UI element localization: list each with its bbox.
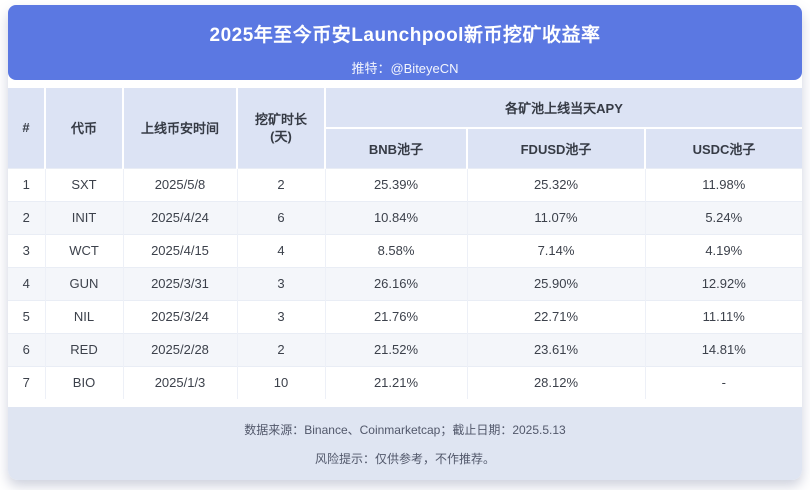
bnb-apy-cell: 8.58% bbox=[325, 233, 468, 267]
fdusd-apy-cell: 7.14% bbox=[467, 233, 646, 267]
usdc-apy-cell: 12.92% bbox=[645, 266, 803, 300]
twitter-handle: 推特：@BiteyeCN bbox=[351, 61, 459, 76]
token-cell: GUN bbox=[45, 266, 124, 300]
table-row: 2 INIT 2025/4/24 6 10.84% 11.07% 5.24% bbox=[8, 200, 803, 234]
header-bnb-pool: BNB池子 bbox=[325, 128, 468, 168]
bnb-apy-cell: 21.21% bbox=[325, 365, 468, 399]
table-header-row-2: BNB池子 FDUSD池子 USDC池子 bbox=[8, 128, 803, 168]
usdc-apy-cell: - bbox=[645, 365, 803, 399]
table-row: 7 BIO 2025/1/3 10 21.21% 28.12% - bbox=[8, 365, 803, 399]
fdusd-apy-cell: 11.07% bbox=[467, 200, 646, 234]
date-cell: 2025/4/24 bbox=[123, 200, 238, 234]
table-row: 1 SXT 2025/5/8 2 25.39% 25.32% 11.98% bbox=[8, 167, 803, 201]
header-apy-group: 各矿池上线当天APY bbox=[325, 88, 803, 129]
rank-cell: 7 bbox=[8, 365, 46, 399]
usdc-apy-cell: 5.24% bbox=[645, 200, 803, 234]
rank-cell: 1 bbox=[8, 167, 46, 201]
header-duration: 挖矿时长 (天) bbox=[237, 88, 326, 168]
duration-cell: 6 bbox=[237, 200, 326, 234]
date-cell: 2025/3/24 bbox=[123, 299, 238, 333]
usdc-apy-cell: 4.19% bbox=[645, 233, 803, 267]
bnb-apy-cell: 21.52% bbox=[325, 332, 468, 366]
fdusd-apy-cell: 25.32% bbox=[467, 167, 646, 201]
duration-cell: 3 bbox=[237, 266, 326, 300]
rank-cell: 2 bbox=[8, 200, 46, 234]
token-cell: WCT bbox=[45, 233, 124, 267]
fdusd-apy-cell: 23.61% bbox=[467, 332, 646, 366]
table-row: 4 GUN 2025/3/31 3 26.16% 25.90% 12.92% bbox=[8, 266, 803, 300]
launchpool-apy-table: # 代币 上线币安时间 挖矿时长 (天) 各矿池上线当天APY BNB池子 FD… bbox=[8, 88, 803, 399]
header-fdusd-pool: FDUSD池子 bbox=[467, 128, 646, 168]
token-cell: NIL bbox=[45, 299, 124, 333]
data-source-note: 数据来源：Binance、Coinmarketcap；截止日期：2025.5.1… bbox=[244, 423, 566, 437]
usdc-apy-cell: 11.11% bbox=[645, 299, 803, 333]
title-banner: 2025年至今币安Launchpool新币挖矿收益率 推特：@BiteyeCN bbox=[8, 5, 802, 80]
duration-cell: 10 bbox=[237, 365, 326, 399]
footer-notes: 数据来源：Binance、Coinmarketcap；截止日期：2025.5.1… bbox=[8, 407, 802, 480]
rank-cell: 6 bbox=[8, 332, 46, 366]
rank-cell: 3 bbox=[8, 233, 46, 267]
duration-cell: 3 bbox=[237, 299, 326, 333]
table-header: # 代币 上线币安时间 挖矿时长 (天) 各矿池上线当天APY BNB池子 FD… bbox=[8, 88, 803, 168]
risk-disclaimer-note: 风险提示：仅供参考，不作推荐。 bbox=[314, 452, 495, 466]
page-title: 2025年至今币安Launchpool新币挖矿收益率 bbox=[209, 25, 601, 46]
bnb-apy-cell: 25.39% bbox=[325, 167, 468, 201]
token-cell: RED bbox=[45, 332, 124, 366]
usdc-apy-cell: 14.81% bbox=[645, 332, 803, 366]
duration-cell: 4 bbox=[237, 233, 326, 267]
token-cell: BIO bbox=[45, 365, 124, 399]
usdc-apy-cell: 11.98% bbox=[645, 167, 803, 201]
rank-cell: 4 bbox=[8, 266, 46, 300]
table-row: 3 WCT 2025/4/15 4 8.58% 7.14% 4.19% bbox=[8, 233, 803, 267]
date-cell: 2025/2/28 bbox=[123, 332, 238, 366]
fdusd-apy-cell: 28.12% bbox=[467, 365, 646, 399]
table-header-row-1: # 代币 上线币安时间 挖矿时长 (天) 各矿池上线当天APY bbox=[8, 88, 803, 168]
header-list-date: 上线币安时间 bbox=[123, 88, 238, 168]
date-cell: 2025/3/31 bbox=[123, 266, 238, 300]
rank-cell: 5 bbox=[8, 299, 46, 333]
duration-cell: 2 bbox=[237, 167, 326, 201]
duration-cell: 2 bbox=[237, 332, 326, 366]
bnb-apy-cell: 10.84% bbox=[325, 200, 468, 234]
date-cell: 2025/5/8 bbox=[123, 167, 238, 201]
token-cell: INIT bbox=[45, 200, 124, 234]
fdusd-apy-cell: 25.90% bbox=[467, 266, 646, 300]
table-row: 6 RED 2025/2/28 2 21.52% 23.61% 14.81% bbox=[8, 332, 803, 366]
bnb-apy-cell: 21.76% bbox=[325, 299, 468, 333]
header-usdc-pool: USDC池子 bbox=[645, 128, 803, 168]
table-body: 1 SXT 2025/5/8 2 25.39% 25.32% 11.98% 2 … bbox=[8, 167, 803, 399]
fdusd-apy-cell: 22.71% bbox=[467, 299, 646, 333]
table-row: 5 NIL 2025/3/24 3 21.76% 22.71% 11.11% bbox=[8, 299, 803, 333]
token-cell: SXT bbox=[45, 167, 124, 201]
bnb-apy-cell: 26.16% bbox=[325, 266, 468, 300]
infographic-card: 2025年至今币安Launchpool新币挖矿收益率 推特：@BiteyeCN … bbox=[8, 5, 803, 480]
date-cell: 2025/1/3 bbox=[123, 365, 238, 399]
date-cell: 2025/4/15 bbox=[123, 233, 238, 267]
header-rank: # bbox=[8, 88, 46, 168]
header-token: 代币 bbox=[45, 88, 124, 168]
